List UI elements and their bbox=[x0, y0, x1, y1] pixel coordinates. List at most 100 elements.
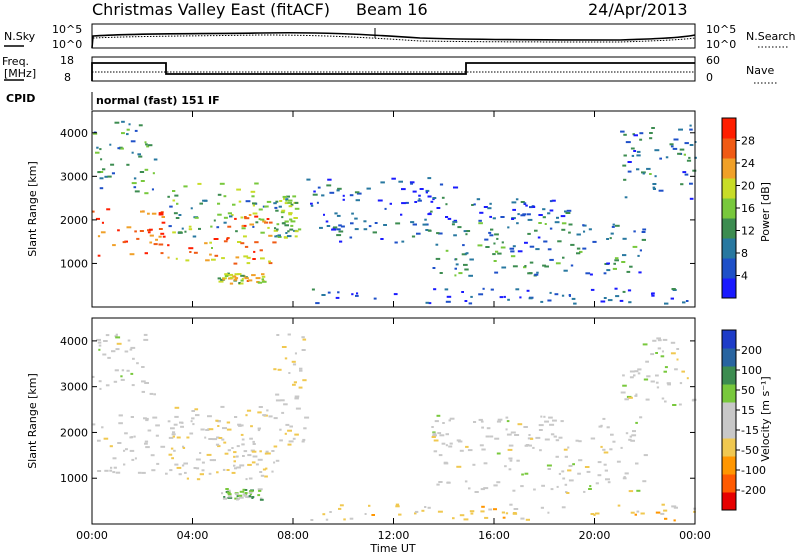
echo-cell bbox=[419, 188, 424, 190]
echo-cell bbox=[645, 398, 650, 401]
echo-cell bbox=[678, 403, 682, 406]
echo-cell bbox=[316, 201, 319, 204]
echo-cell bbox=[427, 229, 432, 232]
echo-cell bbox=[251, 461, 256, 464]
echo-cell bbox=[469, 258, 474, 261]
echo-cell bbox=[595, 482, 599, 485]
echo-cell bbox=[145, 419, 149, 422]
echo-cell bbox=[623, 154, 627, 157]
echo-cell bbox=[160, 232, 165, 235]
echo-cell bbox=[636, 489, 641, 492]
echo-cell bbox=[517, 250, 523, 253]
echo-cell bbox=[499, 296, 504, 299]
echo-cell bbox=[481, 505, 485, 508]
echo-cell bbox=[427, 213, 432, 216]
echo-cell bbox=[251, 450, 257, 453]
echo-cell bbox=[245, 478, 248, 481]
echo-cell bbox=[689, 182, 693, 185]
echo-cell bbox=[511, 201, 517, 204]
echo-cell bbox=[478, 219, 482, 222]
echo-cell bbox=[141, 366, 145, 368]
echo-cell bbox=[144, 440, 149, 443]
echo-cell bbox=[602, 448, 606, 451]
echo-cell bbox=[131, 384, 135, 387]
echo-cell bbox=[118, 414, 123, 417]
echo-cell bbox=[310, 204, 314, 207]
echo-cell bbox=[624, 398, 629, 401]
echo-cell bbox=[232, 203, 236, 206]
colorbar-tick-label: 16 bbox=[741, 202, 755, 215]
echo-cell bbox=[217, 193, 222, 196]
echo-cell bbox=[351, 212, 354, 215]
echo-cell bbox=[556, 216, 559, 219]
echo-cell bbox=[468, 487, 471, 490]
echo-cell bbox=[208, 428, 214, 431]
echo-cell bbox=[289, 228, 294, 231]
echo-cell bbox=[199, 202, 203, 205]
echo-cell bbox=[549, 258, 554, 261]
echo-cell bbox=[508, 457, 513, 460]
echo-cell bbox=[109, 143, 112, 146]
echo-cell bbox=[260, 257, 265, 260]
echo-cell bbox=[549, 291, 552, 294]
echo-cell bbox=[121, 120, 125, 123]
echo-cell bbox=[118, 422, 123, 425]
echo-cell bbox=[637, 254, 640, 257]
echo-cell bbox=[531, 206, 536, 208]
echo-cell bbox=[132, 357, 135, 360]
velocity-colorbar: 200 100 50 15 -15 -50 -100 -200 Velocity [m s⁻¹… bbox=[721, 329, 772, 511]
x-tick-label: 00:00 bbox=[76, 529, 108, 542]
echo-cell bbox=[131, 182, 137, 185]
echo-cell bbox=[629, 265, 633, 268]
echo-cell bbox=[273, 229, 278, 232]
echo-cell bbox=[145, 143, 148, 146]
echo-cell bbox=[635, 462, 639, 465]
echo-cell bbox=[185, 259, 190, 262]
echo-cell bbox=[131, 151, 134, 154]
echo-cell bbox=[532, 446, 535, 449]
echo-cell bbox=[497, 418, 503, 421]
echo-cell bbox=[455, 263, 459, 266]
echo-cell bbox=[636, 168, 640, 171]
echo-cell bbox=[204, 242, 208, 245]
echo-cell bbox=[628, 438, 632, 441]
echo-cell bbox=[553, 435, 557, 438]
echo-cell bbox=[310, 202, 313, 205]
echo-cell bbox=[195, 458, 201, 461]
echo-cell bbox=[112, 471, 116, 474]
echo-cell bbox=[113, 380, 118, 383]
nsearch-tick-low: 10^0 bbox=[706, 38, 736, 51]
echo-cell bbox=[275, 459, 280, 462]
echo-cell bbox=[449, 442, 453, 445]
echo-cell bbox=[223, 496, 226, 498]
echo-cell bbox=[327, 178, 332, 181]
echo-cell bbox=[652, 183, 657, 185]
echo-cell bbox=[98, 171, 104, 173]
cpid-value: normal (fast) 151 IF bbox=[96, 94, 220, 107]
echo-cell bbox=[364, 513, 367, 515]
echo-cell bbox=[490, 288, 494, 291]
echo-cell bbox=[606, 269, 611, 272]
echo-cell bbox=[480, 420, 484, 423]
power-ylabel: Slant Range [km] bbox=[26, 161, 39, 257]
echo-cell bbox=[283, 197, 285, 200]
echo-cell bbox=[500, 216, 505, 218]
echo-cell bbox=[538, 429, 543, 431]
echo-cell bbox=[640, 512, 645, 515]
echo-cell bbox=[433, 288, 437, 291]
echo-cell bbox=[276, 228, 279, 231]
echo-cell bbox=[652, 186, 656, 189]
echo-cell bbox=[620, 130, 625, 133]
echo-cell bbox=[563, 269, 568, 272]
colorbar-tick-label: -50 bbox=[741, 444, 759, 457]
echo-cell bbox=[181, 227, 184, 230]
echo-cell bbox=[172, 435, 175, 438]
echo-cell bbox=[131, 458, 135, 461]
echo-cell bbox=[137, 471, 142, 474]
echo-cell bbox=[636, 510, 640, 513]
echo-cell bbox=[680, 183, 684, 186]
echo-cell bbox=[338, 224, 342, 227]
echo-cell bbox=[533, 488, 536, 491]
echo-cell bbox=[264, 452, 268, 455]
